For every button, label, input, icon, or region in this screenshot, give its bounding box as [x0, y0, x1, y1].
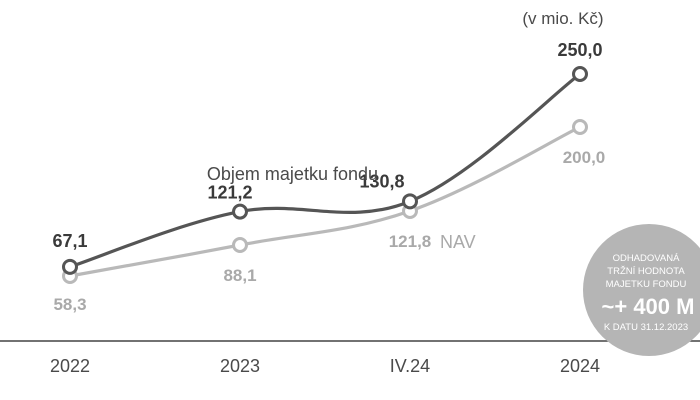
x-tick-label: 2023: [220, 356, 260, 376]
estimate-badge-line-1: ODHADOVANÁ: [613, 253, 681, 264]
estimate-badge-line-3: MAJETKU FONDU: [606, 279, 687, 290]
data-point: [232, 203, 248, 220]
estimate-badge-line-2: TRŽNÍ HODNOTA: [607, 266, 685, 277]
x-tick-label: 2022: [50, 356, 90, 376]
series-line: [68, 72, 582, 269]
data-label: 121,8: [389, 232, 432, 251]
data-point: [572, 119, 588, 135]
series-name-label: Objem majetku fondu: [207, 164, 378, 184]
x-tick-label: IV.24: [390, 356, 430, 376]
estimate-badge: ODHADOVANÁ TRŽNÍ HODNOTA MAJETKU FONDU ~…: [583, 224, 700, 356]
data-point: [62, 258, 78, 275]
estimate-badge-circle: [583, 224, 700, 356]
estimate-badge-date: K DATU 31.12.2023: [604, 322, 688, 333]
data-label: 58,3: [53, 295, 86, 314]
series-line: [68, 125, 582, 278]
series-objem: 67,1 121,2 130,8 250,0 Objem majetku fondu: [52, 40, 603, 275]
data-label: 250,0: [557, 40, 602, 60]
unit-label: (v mio. Kč): [522, 9, 603, 28]
data-label: 130,8: [359, 171, 404, 191]
estimate-badge-value: ~+ 400 M: [602, 294, 695, 319]
series-nav: 58,3 88,1 121,8 200,0 NAV: [53, 119, 606, 314]
series-name-label: NAV: [440, 232, 476, 252]
data-point: [232, 237, 248, 253]
data-label: 88,1: [223, 266, 256, 285]
data-label: 200,0: [563, 148, 606, 167]
data-point: [572, 66, 588, 82]
x-ticks: 2022 2023 IV.24 2024: [50, 356, 600, 376]
data-point: [402, 193, 418, 210]
x-tick-label: 2024: [560, 356, 600, 376]
data-label: 121,2: [207, 183, 252, 203]
data-label: 67,1: [52, 231, 87, 251]
